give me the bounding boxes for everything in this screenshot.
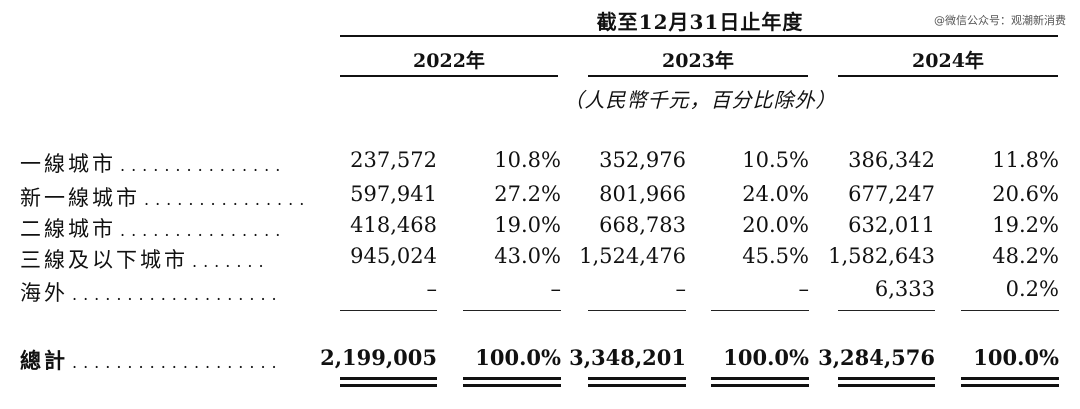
cell-2022-amount: 597,941 xyxy=(350,182,437,206)
cell-2022-amount: 237,572 xyxy=(350,148,437,172)
cell-2024-amount: 1,582,643 xyxy=(828,244,935,268)
subtotal-rule xyxy=(838,310,935,311)
cell-2024-percent: 19.2% xyxy=(992,213,1059,237)
row-label: 新一線城市 ............... xyxy=(20,182,305,212)
unit-note: （人民幣千元，百分比除外） xyxy=(563,88,837,112)
total-double-rule xyxy=(838,384,935,387)
cell-2023-amount: 352,976 xyxy=(599,148,686,172)
period-rule xyxy=(340,35,1058,37)
row-label-text: 二線城市 xyxy=(20,217,116,241)
cell-2023-amount: 801,966 xyxy=(599,182,686,206)
total-double-rule xyxy=(588,384,686,387)
total-double-rule xyxy=(711,377,809,380)
leader-dots: ............... xyxy=(120,221,287,240)
subtotal-rule xyxy=(961,310,1059,311)
year-2022-rule xyxy=(340,75,558,77)
cell-2023-percent: 20.0% xyxy=(742,213,809,237)
row-label: 一線城市 ............... xyxy=(20,148,305,178)
total-double-rule xyxy=(961,377,1059,380)
cell-2022-amount: – xyxy=(426,277,438,301)
year-2024-header: 2024年 xyxy=(912,50,984,72)
cell-2023-percent: – xyxy=(798,277,810,301)
year-2023-header: 2023年 xyxy=(662,50,734,72)
row-label: 海外 ................... xyxy=(20,277,305,307)
total-2022-amount: 2,199,005 xyxy=(320,345,437,370)
row-label-text: 一線城市 xyxy=(20,152,116,176)
total-label: 總計 ................... xyxy=(20,345,305,375)
cell-2024-amount: 386,342 xyxy=(848,148,935,172)
total-double-rule xyxy=(961,384,1059,387)
total-2022-percent: 100.0% xyxy=(475,345,561,370)
total-2024-amount: 3,284,576 xyxy=(818,345,935,370)
cell-2022-percent: – xyxy=(550,277,562,301)
row-label: 三線及以下城市 ....... xyxy=(20,244,305,274)
year-2022-header: 2022年 xyxy=(413,50,485,72)
cell-2022-amount: 945,024 xyxy=(350,244,437,268)
leader-dots: ....... xyxy=(192,252,270,271)
cell-2024-amount: 632,011 xyxy=(848,213,935,237)
watermark: @微信公众号：观潮新消费 xyxy=(934,14,1066,27)
cell-2022-percent: 10.8% xyxy=(494,148,561,172)
cell-2024-amount: 6,333 xyxy=(874,277,935,301)
year-2023-rule xyxy=(588,75,808,77)
subtotal-rule xyxy=(588,310,686,311)
row-label-text: 三線及以下城市 xyxy=(20,248,188,272)
row-label: 二線城市 ............... xyxy=(20,213,305,243)
subtotal-rule xyxy=(463,310,561,311)
total-2023-amount: 3,348,201 xyxy=(569,345,686,370)
row-label-text: 海外 xyxy=(20,281,68,305)
row-label-text: 新一線城市 xyxy=(20,186,140,210)
total-double-rule xyxy=(463,377,561,380)
cell-2024-percent: 0.2% xyxy=(1005,277,1059,301)
subtotal-rule xyxy=(711,310,809,311)
cell-2022-amount: 418,468 xyxy=(350,213,437,237)
leader-dots: ............... xyxy=(144,190,305,209)
cell-2022-percent: 43.0% xyxy=(494,244,561,268)
leader-dots: ................... xyxy=(72,353,283,372)
total-double-rule xyxy=(340,377,437,380)
total-label-text: 總計 xyxy=(20,348,68,373)
cell-2022-percent: 19.0% xyxy=(494,213,561,237)
subtotal-rule xyxy=(340,310,437,311)
cell-2024-amount: 677,247 xyxy=(848,182,935,206)
total-2023-percent: 100.0% xyxy=(723,345,809,370)
total-double-rule xyxy=(463,384,561,387)
cell-2023-amount: 668,783 xyxy=(599,213,686,237)
leader-dots: ................... xyxy=(72,285,283,304)
cell-2023-percent: 24.0% xyxy=(742,182,809,206)
cell-2023-percent: 10.5% xyxy=(742,148,809,172)
total-double-rule xyxy=(340,384,437,387)
cell-2024-percent: 20.6% xyxy=(992,182,1059,206)
total-double-rule xyxy=(838,377,935,380)
total-double-rule xyxy=(711,384,809,387)
cell-2023-amount: 1,524,476 xyxy=(579,244,686,268)
total-2024-percent: 100.0% xyxy=(973,345,1059,370)
cell-2023-amount: – xyxy=(675,277,687,301)
cell-2024-percent: 48.2% xyxy=(992,244,1059,268)
leader-dots: ............... xyxy=(120,156,287,175)
cell-2022-percent: 27.2% xyxy=(494,182,561,206)
period-header: 截至12月31日止年度 xyxy=(596,10,804,34)
cell-2023-percent: 45.5% xyxy=(742,244,809,268)
cell-2024-percent: 11.8% xyxy=(992,148,1059,172)
total-double-rule xyxy=(588,377,686,380)
year-2024-rule xyxy=(838,75,1058,77)
